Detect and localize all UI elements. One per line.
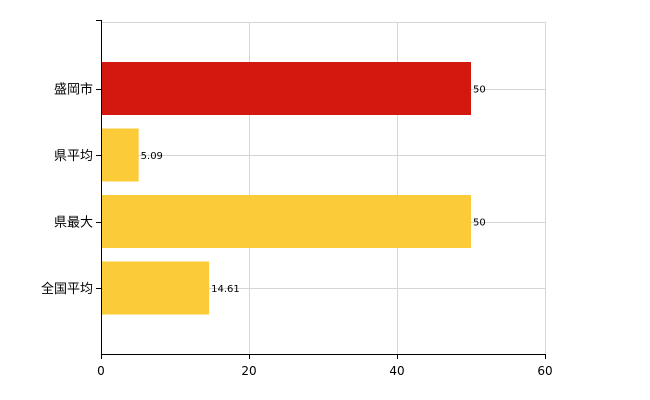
bar [102,261,210,315]
data-label: 14.61 [211,284,240,295]
x-tick-label: 0 [97,364,105,378]
data-label: 50 [473,85,486,96]
bar [102,62,471,115]
x-tick-label: 40 [389,364,404,378]
data-label: 5.09 [141,151,163,162]
bar [102,128,139,182]
data-label: 50 [473,218,486,229]
category-label: 県最大 [54,216,93,231]
x-tick-label: 60 [537,364,552,378]
category-label: 盛岡市 [54,82,93,98]
bars [102,62,471,315]
axes [96,20,546,359]
category-label: 全国平均 [41,281,93,297]
bar [102,195,471,248]
category-label: 県平均 [54,149,93,164]
x-tick-label: 20 [241,364,256,378]
